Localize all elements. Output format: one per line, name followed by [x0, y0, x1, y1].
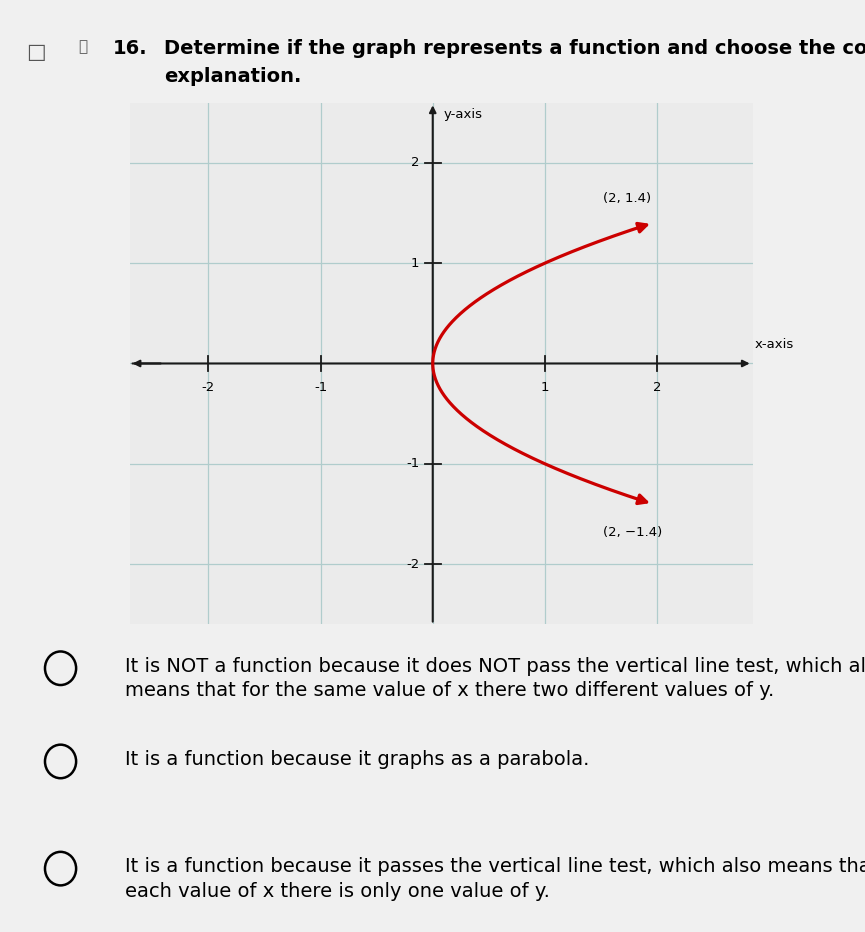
- Text: It is a function because it passes the vertical line test, which also means that: It is a function because it passes the v…: [125, 857, 865, 876]
- Text: 1: 1: [541, 380, 549, 393]
- Text: explanation.: explanation.: [164, 67, 302, 86]
- Text: □: □: [26, 42, 46, 62]
- Text: each value of x there is only one value of y.: each value of x there is only one value …: [125, 882, 550, 900]
- Text: 1: 1: [411, 256, 420, 269]
- Text: means that for the same value of x there two different values of y.: means that for the same value of x there…: [125, 681, 775, 700]
- Text: 16.: 16.: [112, 39, 147, 58]
- Text: -1: -1: [314, 380, 327, 393]
- Text: Determine if the graph represents a function and choose the correct: Determine if the graph represents a func…: [164, 39, 865, 58]
- Text: -1: -1: [406, 458, 420, 471]
- Text: (2, −1.4): (2, −1.4): [603, 526, 663, 539]
- Text: -2: -2: [406, 557, 420, 570]
- Text: y-axis: y-axis: [444, 107, 483, 120]
- Text: x-axis: x-axis: [755, 338, 794, 351]
- Text: 2: 2: [653, 380, 662, 393]
- Text: It is a function because it graphs as a parabola.: It is a function because it graphs as a …: [125, 750, 590, 769]
- Text: It is NOT a function because it does NOT pass the vertical line test, which also: It is NOT a function because it does NOT…: [125, 657, 865, 676]
- Text: (2, 1.4): (2, 1.4): [603, 192, 651, 205]
- Text: -2: -2: [202, 380, 215, 393]
- Text: ⬜: ⬜: [78, 39, 87, 54]
- Text: 2: 2: [411, 157, 420, 170]
